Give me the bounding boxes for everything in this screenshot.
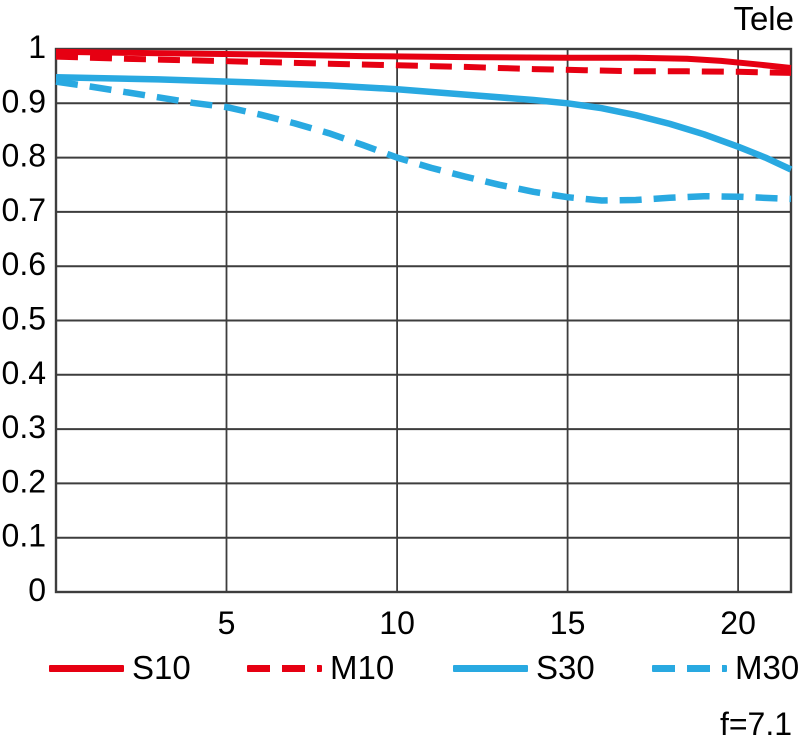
aperture-label: f=7.1 xyxy=(719,706,792,742)
s30-line-swatch xyxy=(453,664,528,672)
series-s10-line xyxy=(55,48,792,71)
x-tick-label: 5 xyxy=(218,605,236,641)
y-tick-label: 0.2 xyxy=(2,463,46,499)
legend-item-s30: S30 xyxy=(453,648,595,688)
plot-frame xyxy=(54,47,793,594)
legend: S10 M10 S30 M30 xyxy=(0,648,798,688)
m10-line-swatch xyxy=(247,664,322,672)
chart-position-label: Tele xyxy=(733,0,794,37)
legend-label-m30: M30 xyxy=(735,649,798,686)
legend-label-s10: S10 xyxy=(132,649,191,686)
legend-item-m30: M30 xyxy=(652,648,798,688)
y-tick-label: 0.8 xyxy=(2,138,46,174)
s10-line-swatch xyxy=(49,664,124,672)
y-tick-label: 1 xyxy=(28,29,46,65)
plot-area: 1 0.9 0.8 0.7 0.6 0.5 0.4 0.3 0.2 0.1 0 5 10 15 20 xyxy=(2,29,793,641)
legend-item-m10: M10 xyxy=(247,648,394,688)
x-tick-label: 20 xyxy=(720,605,756,641)
y-tick-label: 0.5 xyxy=(2,301,46,337)
series-s30-line xyxy=(55,73,793,173)
y-tick-label: 0.7 xyxy=(2,192,46,228)
m30-line-swatch xyxy=(652,664,727,672)
y-tick-label: 0 xyxy=(28,572,46,608)
legend-label-s30: S30 xyxy=(536,649,595,686)
y-tick-label: 0.1 xyxy=(2,518,46,554)
series-m10-line xyxy=(55,53,792,76)
y-tick-label: 0.4 xyxy=(2,355,46,391)
series-m30-line xyxy=(55,78,792,204)
y-tick-label: 0.9 xyxy=(2,83,46,119)
y-tick-label: 0.3 xyxy=(2,409,46,445)
x-tick-label: 15 xyxy=(550,605,586,641)
y-tick-label: 0.6 xyxy=(2,246,46,282)
x-tick-label: 10 xyxy=(379,605,415,641)
legend-label-m10: M10 xyxy=(330,649,395,686)
legend-item-s10: S10 xyxy=(49,648,191,688)
